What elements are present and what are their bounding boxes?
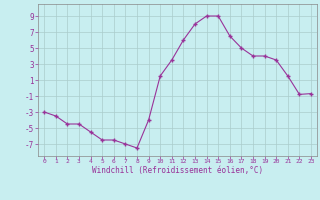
X-axis label: Windchill (Refroidissement éolien,°C): Windchill (Refroidissement éolien,°C) xyxy=(92,166,263,175)
